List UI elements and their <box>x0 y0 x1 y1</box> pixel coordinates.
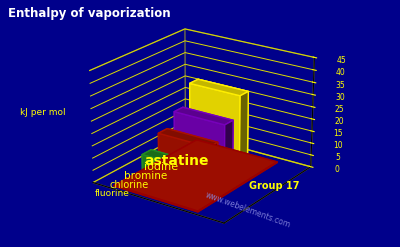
Text: Enthalpy of vaporization: Enthalpy of vaporization <box>8 7 171 21</box>
Text: www.webelements.com: www.webelements.com <box>204 190 292 230</box>
